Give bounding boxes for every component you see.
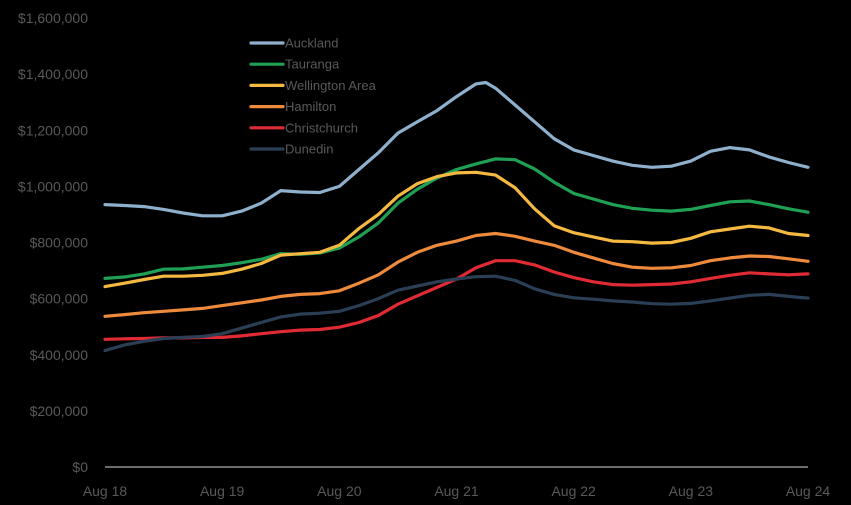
- legend-label-wellington-area: Wellington Area: [285, 78, 377, 93]
- legend-label-christchurch: Christchurch: [285, 120, 358, 135]
- legend-label-auckland: Auckland: [285, 36, 338, 51]
- legend-label-hamilton: Hamilton: [285, 99, 336, 114]
- x-tick-label: Aug 18: [83, 483, 128, 499]
- y-tick-label: $1,000,000: [18, 178, 88, 194]
- legend-label-tauranga: Tauranga: [285, 57, 340, 72]
- y-tick-label: $400,000: [30, 347, 89, 363]
- x-tick-label: Aug 20: [317, 483, 362, 499]
- y-tick-label: $1,200,000: [18, 122, 88, 138]
- y-tick-label: $0: [72, 459, 88, 475]
- series-line-hamilton: [103, 231, 810, 318]
- y-tick-label: $200,000: [30, 403, 89, 419]
- x-tick-label: Aug 21: [434, 483, 479, 499]
- series-line-auckland: [103, 80, 810, 218]
- x-tick-label: Aug 19: [200, 483, 245, 499]
- legend: Auckland Tauranga Wellington Area Hamilton C…: [249, 36, 377, 157]
- x-tick-label: Aug 23: [669, 483, 714, 499]
- legend-label-dunedin: Dunedin: [285, 142, 333, 157]
- y-axis: $0 $200,000 $400,000 $600,000 $800,000 $1,000…: [18, 10, 88, 475]
- series-line-tauranga: [103, 157, 810, 280]
- y-tick-label: $800,000: [30, 235, 89, 251]
- y-tick-label: $600,000: [30, 291, 89, 307]
- y-tick-label: $1,400,000: [18, 66, 88, 82]
- x-axis: Aug 18 Aug 19 Aug 20 Aug 21 Aug 22 Aug 23 Aug …: [83, 483, 831, 499]
- series-line-wellington-area: [103, 170, 810, 289]
- x-tick-label: Aug 24: [786, 483, 831, 499]
- series-line-dunedin: [103, 274, 810, 353]
- series-lines: [103, 80, 810, 353]
- x-tick-label: Aug 22: [551, 483, 596, 499]
- y-tick-label: $1,600,000: [18, 10, 88, 26]
